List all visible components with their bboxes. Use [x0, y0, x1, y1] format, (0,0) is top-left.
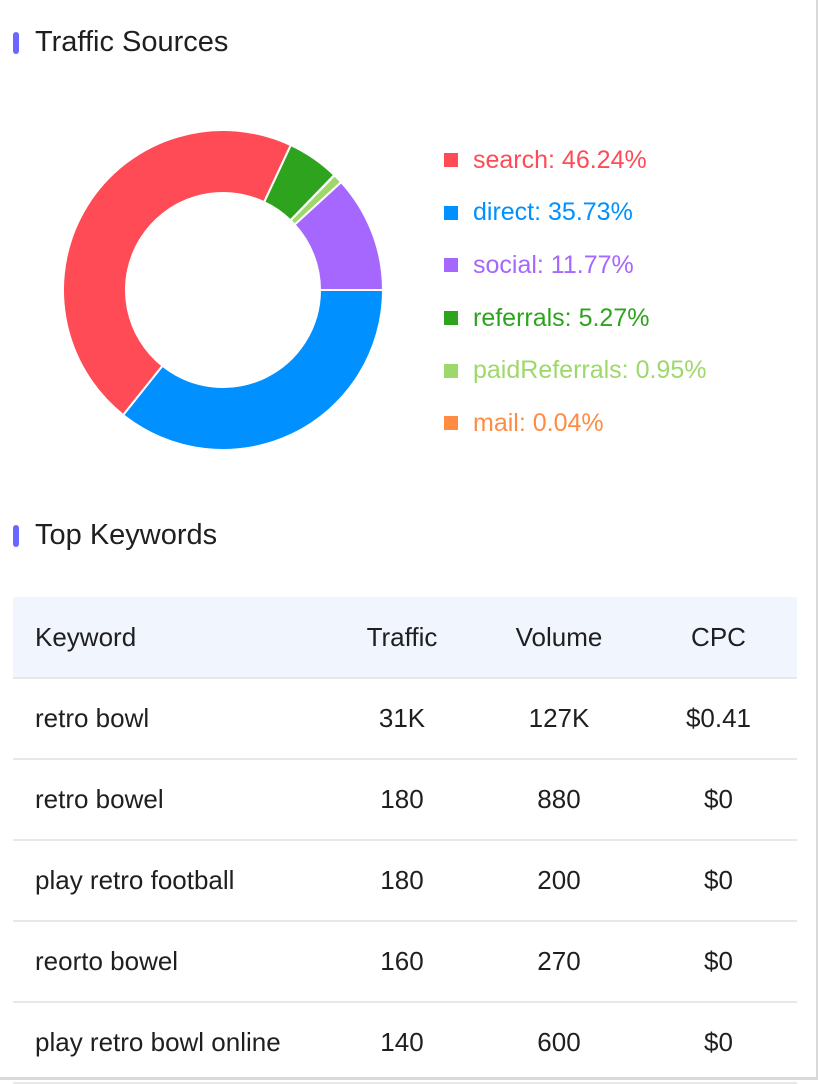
volume-cell: 600	[478, 1002, 640, 1084]
volume-cell: 880	[478, 759, 640, 841]
legend-label: referrals: 5.27%	[473, 303, 650, 332]
donut-slice-social[interactable]	[293, 180, 385, 291]
legend-swatch-icon	[444, 416, 458, 431]
traffic-sources-title: Traffic Sources	[35, 26, 229, 58]
table-row: play retro bowl online 140 600 $0	[13, 1002, 797, 1084]
column-header-cpc[interactable]: CPC	[640, 597, 797, 679]
table-row: play retro football 180 200 $0	[13, 840, 797, 922]
traffic-sources-donut-chart	[62, 129, 385, 451]
keyword-cell: retro bowel	[13, 759, 326, 841]
top-keywords-table: Keyword Traffic Volume CPC retro bowl 31…	[13, 597, 797, 1084]
column-header-volume[interactable]: Volume	[478, 597, 640, 679]
legend-item-paidReferrals[interactable]: paidReferrals: 0.95%	[444, 344, 804, 397]
traffic-cell: 140	[326, 1002, 478, 1084]
legend-swatch-icon	[444, 363, 458, 378]
traffic-sources-header: Traffic Sources	[13, 26, 228, 59]
column-header-keyword[interactable]: Keyword	[13, 597, 326, 679]
cpc-cell: $0	[640, 1002, 797, 1084]
legend-item-social[interactable]: social: 11.77%	[444, 239, 804, 292]
traffic-cell: 180	[326, 759, 478, 841]
table-header-row: Keyword Traffic Volume CPC	[13, 597, 797, 679]
traffic-cell: 31K	[326, 678, 478, 760]
panel-right-border	[816, 0, 818, 1080]
legend-label: paidReferrals: 0.95%	[473, 356, 707, 385]
donut-slice-search[interactable]	[62, 129, 293, 417]
legend-item-referrals[interactable]: referrals: 5.27%	[444, 292, 804, 345]
legend-swatch-icon	[444, 153, 458, 168]
legend-item-search[interactable]: search: 46.24%	[444, 134, 804, 187]
traffic-cell: 160	[326, 921, 478, 1003]
legend-swatch-icon	[444, 205, 458, 220]
keyword-cell: play retro bowl online	[13, 1002, 326, 1084]
legend-item-mail[interactable]: mail: 0.04%	[444, 397, 804, 450]
legend-item-direct[interactable]: direct: 35.73%	[444, 187, 804, 240]
section-marker-icon	[13, 31, 19, 54]
legend-swatch-icon	[444, 258, 458, 273]
keyword-cell: reorto bowel	[13, 921, 326, 1003]
table-row: retro bowel 180 880 $0	[13, 759, 797, 841]
table-row: retro bowl 31K 127K $0.41	[13, 678, 797, 760]
donut-slice-direct[interactable]	[121, 289, 385, 451]
volume-cell: 200	[478, 840, 640, 922]
cpc-cell: $0	[640, 759, 797, 841]
traffic-cell: 180	[326, 840, 478, 922]
cpc-cell: $0.41	[640, 678, 797, 760]
legend-label: direct: 35.73%	[473, 198, 633, 227]
volume-cell: 270	[478, 921, 640, 1003]
legend-label: search: 46.24%	[473, 145, 647, 174]
legend-swatch-icon	[444, 311, 458, 326]
legend-label: social: 11.77%	[473, 250, 634, 279]
keyword-cell: retro bowl	[13, 678, 326, 760]
top-keywords-title: Top Keywords	[35, 519, 218, 551]
top-keywords-header: Top Keywords	[13, 519, 217, 552]
cpc-cell: $0	[640, 840, 797, 922]
cpc-cell: $0	[640, 921, 797, 1003]
keyword-cell: play retro football	[13, 840, 326, 922]
section-marker-icon	[13, 524, 19, 547]
legend-label: mail: 0.04%	[473, 408, 604, 437]
volume-cell: 127K	[478, 678, 640, 760]
table-row: reorto bowel 160 270 $0	[13, 921, 797, 1003]
traffic-sources-legend: search: 46.24% direct: 35.73% social: 11.7…	[444, 134, 804, 450]
column-header-traffic[interactable]: Traffic	[326, 597, 478, 679]
